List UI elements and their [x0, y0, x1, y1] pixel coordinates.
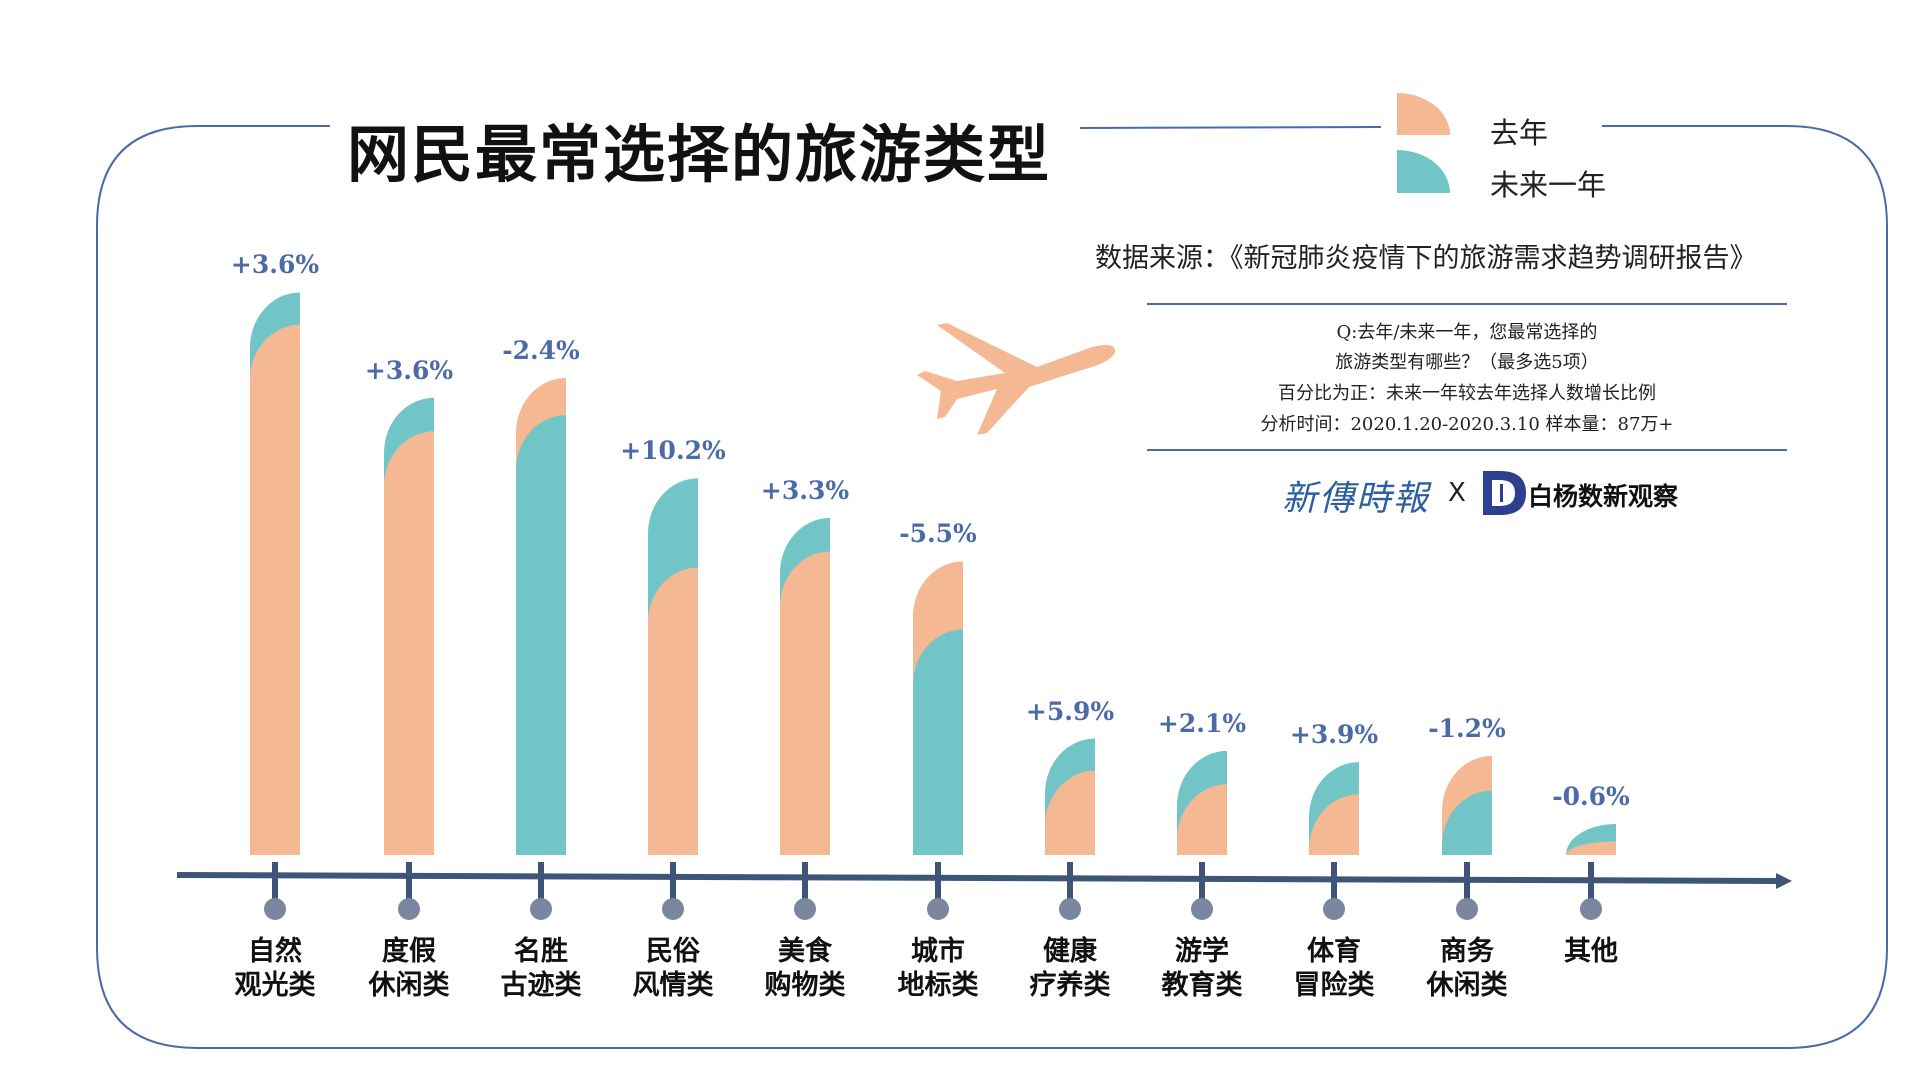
category-label-line: 休闲类	[1426, 970, 1508, 1001]
frame-border	[96, 125, 1888, 1049]
category-label-line: 购物类	[764, 970, 846, 1001]
category-label: 名胜 古迹类	[501, 935, 582, 1003]
category-label-line: 体育	[1307, 936, 1361, 967]
category-label-line: 其他	[1564, 936, 1618, 967]
category-label-line: 名胜	[514, 936, 568, 967]
category-label-line: 古迹类	[500, 970, 582, 1001]
growth-label: -1.2%	[1428, 713, 1506, 743]
axis-dot	[1323, 898, 1345, 920]
category-label-line: 民俗	[646, 936, 700, 967]
axis-dot	[1456, 898, 1478, 920]
axis-dot	[662, 898, 684, 920]
bar-last-year	[1309, 794, 1359, 855]
baiyang-logo-icon	[1483, 471, 1526, 515]
axis-dot	[264, 898, 286, 920]
category-label: 城市 地标类	[898, 935, 979, 1003]
bar-last-year	[384, 431, 434, 855]
axis-dot	[927, 898, 949, 920]
growth-label: +3.6%	[230, 250, 320, 280]
note-line: 分析时间：2020.1.20-2020.3.10 样本量：87万+	[1260, 414, 1674, 435]
bar-last-year	[1045, 770, 1095, 855]
bar-last-year	[1566, 841, 1616, 855]
x-axis-arrow	[1776, 873, 1792, 889]
bar-last-year	[1177, 784, 1227, 855]
category-label-line: 风情类	[632, 970, 714, 1001]
category-label-line: 美食	[778, 936, 832, 967]
category-label-line: 疗养类	[1029, 970, 1111, 1001]
growth-label: +10.2%	[620, 436, 726, 466]
note-line: Q:去年/未来一年，您最常选择的	[1336, 322, 1598, 343]
logo-separator: X	[1448, 478, 1466, 508]
category-label-line: 游学	[1175, 936, 1229, 967]
legend-label-last-year: 去年	[1490, 116, 1549, 150]
growth-label: -5.5%	[899, 519, 977, 549]
growth-label: -0.6%	[1552, 782, 1630, 812]
growth-label: +3.6%	[364, 355, 454, 385]
category-label: 自然 观光类	[235, 935, 316, 1003]
category-label-line: 冒险类	[1293, 970, 1375, 1001]
bar-next-year	[516, 415, 566, 855]
growth-label: +3.3%	[760, 475, 850, 505]
data-source: 数据来源：《新冠肺炎疫情下的旅游需求趋势调研报告》	[1095, 243, 1757, 274]
legend-swatch-last-year	[1397, 93, 1450, 135]
note-line: 旅游类型有哪些？（最多选5项）	[1335, 352, 1599, 373]
category-label: 健康 疗养类	[1030, 935, 1111, 1003]
bar-last-year	[648, 567, 698, 855]
note-line: 百分比为正：未来一年较去年选择人数增长比例	[1278, 383, 1656, 404]
axis-dot	[530, 898, 552, 920]
category-label: 其他	[1564, 935, 1618, 969]
axis-dot	[794, 898, 816, 920]
category-label: 民俗 风情类	[633, 935, 714, 1003]
category-label: 商务 休闲类	[1427, 935, 1508, 1003]
category-label: 度假 休闲类	[369, 935, 450, 1003]
chart-title: 网民最常选择的旅游类型	[347, 118, 1052, 191]
category-label-line: 城市	[911, 936, 965, 967]
category-label: 游学 教育类	[1162, 935, 1243, 1003]
category-label-line: 商务	[1440, 936, 1494, 967]
category-label-line: 教育类	[1161, 970, 1243, 1001]
bar-next-year	[913, 629, 963, 855]
category-label-line: 度假	[382, 936, 436, 967]
airplane-icon	[917, 323, 1116, 435]
legend-swatch-next-year	[1397, 150, 1450, 193]
growth-label: -2.4%	[502, 335, 580, 365]
axis-dot	[1580, 898, 1602, 920]
bar-last-year	[780, 551, 830, 855]
category-label-line: 健康	[1043, 936, 1097, 967]
bar-last-year	[250, 324, 300, 855]
xinchuan-logo: 新傳時報	[1282, 479, 1431, 519]
category-label: 美食 购物类	[765, 935, 846, 1003]
growth-label: +2.1%	[1157, 708, 1247, 738]
category-label-line: 地标类	[897, 970, 979, 1001]
axis-dot	[1059, 898, 1081, 920]
category-label: 体育 冒险类	[1294, 935, 1375, 1003]
axis-dot	[1191, 898, 1213, 920]
category-label-line: 自然	[248, 936, 302, 967]
x-axis	[176, 872, 1781, 884]
growth-label: +5.9%	[1025, 696, 1115, 726]
legend-label-next-year: 未来一年	[1490, 168, 1607, 202]
bar-next-year	[1442, 790, 1492, 855]
title-legend-divider	[1079, 126, 1382, 129]
axis-dot	[398, 898, 420, 920]
category-label-line: 休闲类	[368, 970, 450, 1001]
baiyang-logo-text: 白杨数新观察	[1528, 482, 1679, 511]
category-label-line: 观光类	[234, 970, 316, 1001]
growth-label: +3.9%	[1289, 720, 1379, 750]
